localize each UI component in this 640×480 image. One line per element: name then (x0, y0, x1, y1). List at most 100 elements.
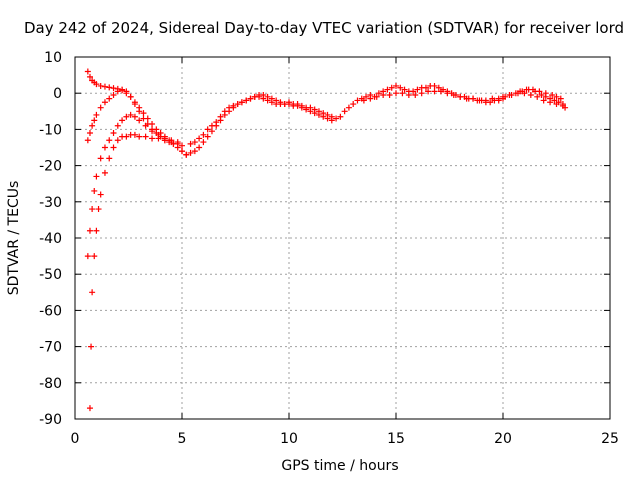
data-point (191, 139, 198, 146)
series-track-e (179, 92, 344, 158)
data-point (101, 169, 108, 176)
data-point (187, 140, 194, 147)
data-point (470, 95, 477, 102)
y-tick-label: -40 (39, 231, 62, 247)
series-track-f (187, 93, 335, 147)
data-point (91, 253, 98, 260)
data-point (384, 86, 391, 93)
data-point (393, 82, 399, 89)
data-point (97, 191, 104, 198)
x-tick-label: 0 (71, 431, 80, 447)
data-point (489, 95, 496, 102)
data-point (506, 92, 513, 99)
data-point (476, 97, 483, 104)
data-point (412, 92, 419, 99)
x-tick-label: 10 (280, 431, 298, 447)
data-point (437, 88, 444, 95)
data-point (457, 93, 464, 100)
data-point (450, 92, 457, 99)
data-point (161, 137, 168, 144)
data-point (86, 73, 93, 80)
data-point (208, 128, 215, 135)
data-point (89, 289, 96, 296)
data-point (93, 111, 100, 118)
data-point (95, 206, 102, 213)
data-point (200, 131, 207, 138)
data-point (168, 139, 175, 146)
data-point (142, 133, 149, 140)
data-point (106, 137, 113, 144)
data-point (142, 122, 149, 129)
data-point (136, 117, 143, 124)
data-point (114, 137, 121, 144)
data-point (360, 97, 367, 104)
data-point (196, 135, 203, 142)
data-point (286, 99, 292, 106)
data-point (542, 90, 549, 97)
data-point (444, 90, 451, 97)
series-track-i (500, 86, 569, 111)
data-point (93, 173, 100, 180)
y-tick-label: -70 (39, 340, 62, 356)
data-point (333, 115, 340, 122)
x-axis-label: GPS time / hours (281, 458, 398, 474)
data-point (226, 104, 233, 111)
data-point (243, 97, 250, 104)
data-point (196, 144, 203, 151)
data-point (463, 95, 470, 102)
data-point (425, 88, 432, 95)
data-point (123, 113, 130, 120)
data-point (204, 126, 211, 133)
data-point (562, 104, 569, 111)
y-axis-label: SDTVAR / TECUs (6, 181, 22, 296)
data-point (410, 88, 417, 95)
data-point (91, 187, 98, 194)
data-point (540, 97, 547, 104)
data-point (418, 90, 425, 97)
data-point (86, 227, 93, 234)
data-point (337, 113, 344, 120)
data-point (529, 86, 536, 93)
data-point (123, 133, 130, 140)
data-point (93, 227, 100, 234)
data-point (114, 88, 121, 95)
data-point (149, 135, 156, 142)
data-point (405, 92, 412, 99)
data-point (149, 128, 156, 135)
data-point (97, 104, 104, 111)
data-point (482, 97, 489, 104)
y-tick-labels: 10 0 -10 -20 -30 -40 -50 -60 -70 -80 -90 (39, 50, 62, 428)
axis-ticks (74, 56, 611, 420)
data-point (281, 101, 288, 108)
data-point (110, 144, 117, 151)
data-point (517, 88, 524, 95)
y-tick-label: -80 (39, 376, 62, 392)
data-point (131, 101, 138, 108)
data-point (191, 148, 198, 155)
data-point (260, 95, 267, 102)
data-point (534, 93, 541, 100)
data-point (397, 84, 404, 91)
data-point (106, 84, 113, 91)
data-point (388, 84, 395, 91)
data-point (230, 102, 237, 109)
data-point (89, 122, 96, 129)
data-point (350, 101, 357, 108)
data-point (399, 90, 406, 97)
data-point (315, 108, 322, 115)
data-point (401, 86, 408, 93)
data-point (555, 99, 562, 106)
data-point (538, 92, 545, 99)
data-point (247, 95, 254, 102)
data-point (127, 93, 134, 100)
data-point (367, 95, 374, 102)
data-point (86, 130, 93, 137)
data-point (183, 151, 190, 158)
data-point (187, 149, 194, 156)
data-point (217, 113, 224, 120)
data-point (354, 97, 361, 104)
data-point (523, 86, 530, 93)
data-point (88, 343, 95, 350)
data-point (101, 99, 108, 106)
data-point (500, 93, 506, 100)
